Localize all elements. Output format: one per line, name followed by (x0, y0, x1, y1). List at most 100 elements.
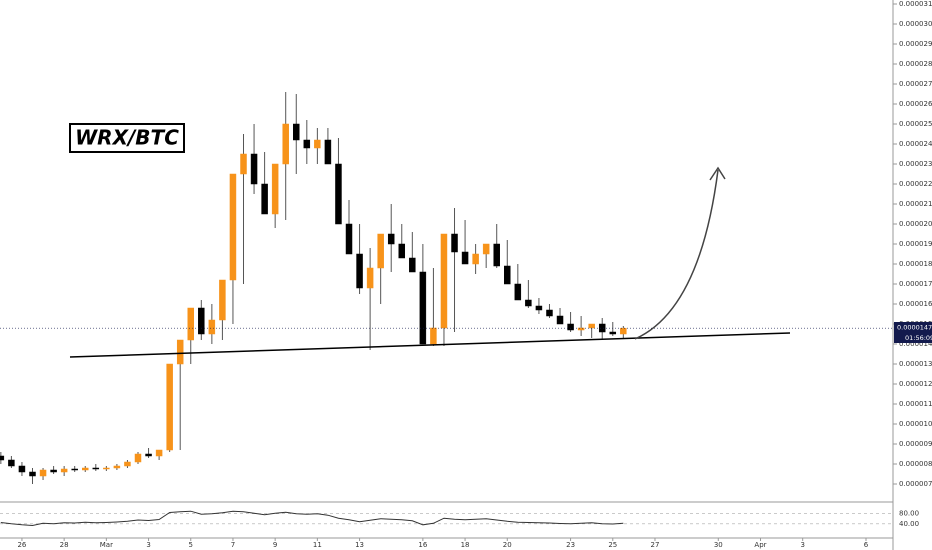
y-tick-label: 0.00002300 (899, 160, 932, 168)
candle-body (18, 465, 26, 473)
candle-body (208, 319, 216, 335)
y-tick-label: 0.00001400 (899, 340, 932, 348)
price-tag (894, 322, 932, 333)
candle-body (419, 271, 427, 345)
x-tick-label: 3 (146, 541, 150, 549)
y-tick-label: 0.00002900 (899, 40, 932, 48)
candle-body (504, 265, 511, 285)
y-tick-label: 0.00002600 (899, 100, 932, 108)
y-tick-label: 0.00001800 (899, 260, 932, 268)
candle-body (366, 267, 374, 289)
candle-body (8, 459, 15, 467)
candle-body (303, 139, 311, 149)
candle-body (155, 449, 163, 457)
candle-body (598, 323, 606, 333)
y-tick-label: 0.00001100 (899, 400, 932, 408)
candle-body (577, 327, 585, 331)
candle-body (293, 123, 300, 141)
rsi-line (0, 510, 624, 527)
rsi-tick-label: 40.00 (899, 520, 919, 528)
x-tick-label: 9 (273, 541, 277, 549)
y-tick-label: 0.00003100 (899, 0, 932, 8)
candle-body (187, 307, 195, 341)
candle-body (198, 307, 205, 335)
x-tick-label: 30 (714, 541, 723, 549)
x-tick-label: 18 (461, 541, 470, 549)
candle-body (240, 153, 247, 175)
candle-body (145, 453, 152, 457)
candle-body (430, 327, 437, 345)
candle-body (176, 339, 184, 365)
y-tick-label: 0.00002200 (899, 180, 932, 188)
candle-body (546, 309, 553, 317)
candle-body (398, 243, 406, 259)
candle-body (166, 363, 173, 451)
x-tick-label: Mar (100, 541, 113, 549)
candle-body (514, 283, 522, 301)
candle-body (567, 323, 574, 331)
candle-body (535, 305, 543, 311)
last-price-label: 0.00001479 (897, 324, 932, 332)
candle-body (229, 173, 237, 281)
x-tick-label: 3 (800, 541, 804, 549)
candle-body (493, 243, 500, 267)
candle-body (219, 279, 226, 321)
candle-body (451, 233, 458, 253)
candle-body (81, 467, 89, 471)
candle-body (314, 139, 321, 149)
x-tick-label: 13 (355, 541, 364, 549)
candle-body (620, 327, 627, 335)
x-tick-label: Apr (754, 541, 766, 549)
candle-body (472, 253, 479, 265)
candle-body (29, 471, 36, 477)
candle-body (609, 331, 617, 335)
candle-body (134, 453, 142, 463)
y-tick-label: 0.00001000 (899, 420, 932, 428)
candle-body (250, 153, 258, 185)
candle-body (588, 323, 595, 329)
x-tick-label: 28 (60, 541, 69, 549)
candle-body (409, 257, 416, 273)
candle-body (71, 468, 78, 471)
y-tick-label: 0.00002800 (899, 60, 932, 68)
candle-body (525, 299, 532, 307)
candle-body (377, 233, 384, 269)
x-tick-label: 23 (566, 541, 575, 549)
y-tick-label: 0.00002100 (899, 200, 932, 208)
candle-body (60, 468, 68, 473)
y-tick-label: 0.00002400 (899, 140, 932, 148)
x-tick-label: 27 (651, 541, 660, 549)
x-tick-label: 25 (608, 541, 617, 549)
y-tick-label: 0.00000800 (899, 460, 932, 468)
arrow-head (709, 166, 726, 181)
candle-body (356, 253, 363, 289)
candle-body (271, 163, 279, 215)
countdown-label: 01:56:09 (905, 334, 932, 342)
y-tick-label: 0.00002700 (899, 80, 932, 88)
candle-body (0, 455, 5, 461)
candle-body (387, 233, 395, 245)
x-tick-label: 5 (189, 541, 193, 549)
candle-body (324, 139, 332, 165)
y-tick-label: 0.00001700 (899, 280, 932, 288)
candle-body (461, 251, 469, 265)
candle-body (556, 315, 564, 325)
y-tick-label: 0.00000700 (899, 480, 932, 488)
x-tick-label: 20 (503, 541, 512, 549)
y-tick-label: 0.00001900 (899, 240, 932, 248)
x-tick-label: 26 (17, 541, 26, 549)
rsi-tick-label: 80.00 (899, 510, 919, 518)
support-line (69, 332, 791, 358)
candle-body (92, 467, 100, 470)
candle-body (124, 461, 131, 467)
y-tick-label: 0.00002500 (899, 120, 932, 128)
candle-body (335, 163, 342, 225)
x-tick-label: 11 (313, 541, 322, 549)
x-tick-label: 6 (864, 541, 869, 549)
x-tick-label: 16 (418, 541, 427, 549)
y-tick-label: 0.00002000 (899, 220, 932, 228)
x-tick-label: 7 (231, 541, 235, 549)
title-box (69, 123, 185, 153)
